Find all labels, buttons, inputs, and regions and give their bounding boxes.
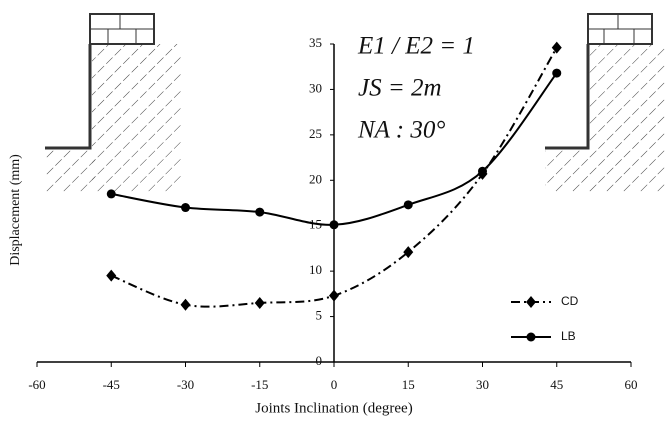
soil-hatch <box>588 44 666 192</box>
data-point <box>403 200 413 210</box>
data-point <box>552 68 562 78</box>
legend-marker <box>526 332 536 342</box>
x-tick-label: 30 <box>476 377 489 392</box>
y-axis-label: Displacement (mm) <box>8 154 23 266</box>
y-tick-label: 0 <box>316 353 323 368</box>
wall <box>45 44 92 150</box>
legend-label: LB <box>561 329 576 343</box>
wall <box>545 44 590 150</box>
x-tick-label: 60 <box>625 377 638 392</box>
right-wall-drawing <box>545 13 666 192</box>
y-tick-label: 30 <box>309 80 322 95</box>
soil-hatch <box>92 44 182 192</box>
data-point <box>329 220 339 230</box>
legend-marker <box>526 296 536 308</box>
data-point <box>106 189 116 199</box>
data-point <box>329 289 339 302</box>
data-point <box>551 41 562 54</box>
data-point <box>478 166 487 176</box>
legend-label: CD <box>561 294 579 308</box>
x-tick-label: 0 <box>331 377 338 392</box>
x-tick-label: -60 <box>28 377 45 392</box>
y-tick-label: 5 <box>316 308 323 323</box>
annotation: E1 / E2 = 1 <box>357 33 475 60</box>
x-tick-label: -15 <box>251 377 268 392</box>
soil-hatch <box>45 148 95 192</box>
x-tick-label: -45 <box>103 377 120 392</box>
left-wall-drawing <box>45 13 182 192</box>
annotation: JS = 2m <box>358 75 442 102</box>
data-point <box>255 207 265 217</box>
x-tick-label: 45 <box>550 377 563 392</box>
soil-hatch <box>545 148 590 192</box>
data-point <box>180 298 191 311</box>
data-point <box>254 296 265 309</box>
x-tick-label: -30 <box>177 377 194 392</box>
data-point <box>403 246 414 259</box>
x-axis-label: Joints Inclination (degree) <box>255 400 412 416</box>
annotation: NA : 30° <box>357 117 445 144</box>
data-point <box>181 203 190 213</box>
x-tick-label: 15 <box>402 377 415 392</box>
y-tick-label: 35 <box>309 35 322 50</box>
y-tick-label: 10 <box>309 262 322 277</box>
data-point <box>106 269 117 282</box>
y-tick-label: 25 <box>309 126 322 141</box>
y-tick-label: 20 <box>309 171 322 186</box>
